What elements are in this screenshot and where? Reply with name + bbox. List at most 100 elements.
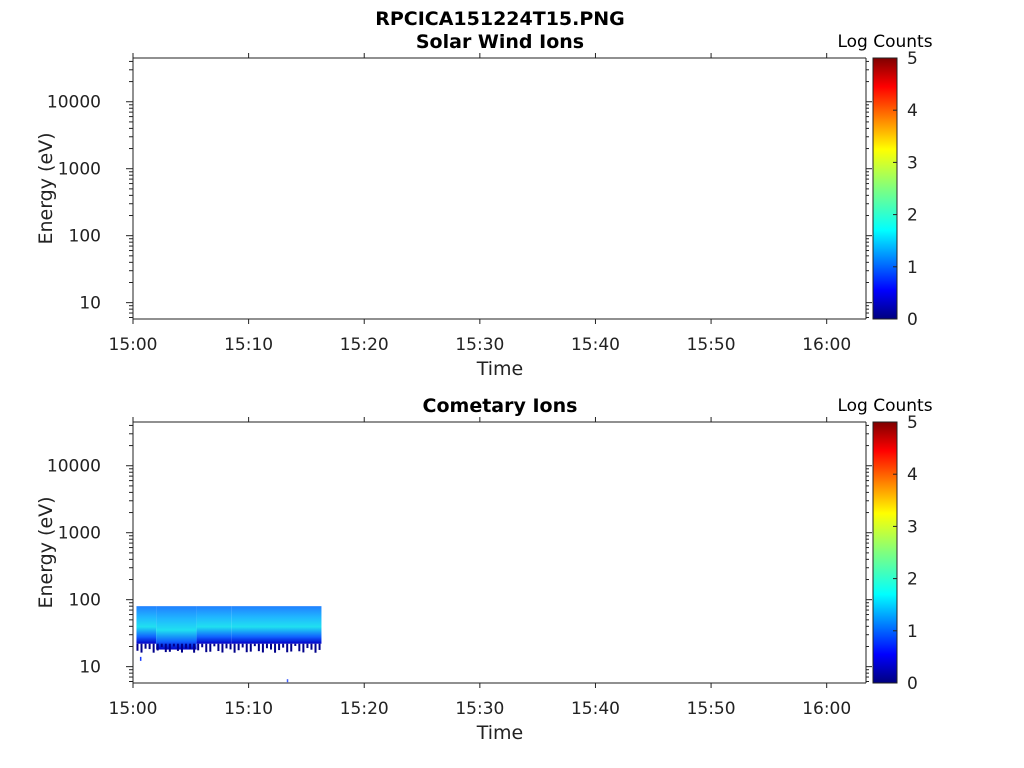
heatmap-edge <box>270 643 273 650</box>
x-tick-label: 15:20 <box>340 699 389 719</box>
heatmap-edge <box>274 643 277 653</box>
heatmap-cell <box>231 606 322 644</box>
heatmap-edge <box>229 643 232 650</box>
y-tick-label: 10 <box>79 294 101 314</box>
heatmap-edge <box>152 643 155 653</box>
y-tick-label: 100 <box>69 227 101 247</box>
colorbar-tick-label: 3 <box>907 517 918 537</box>
x-tick-label: 15:30 <box>455 699 504 719</box>
heatmap-edge <box>241 643 244 648</box>
panel-title: Cometary Ions <box>423 395 578 417</box>
colorbar-tick-label: 5 <box>907 413 918 433</box>
x-tick-label: 15:50 <box>687 699 736 719</box>
heatmap-edge <box>185 643 188 649</box>
heatmap-cell <box>286 679 289 683</box>
colorbar-label: Log Counts <box>837 32 932 52</box>
heatmap-edge <box>233 643 236 653</box>
heatmap-cell <box>196 606 232 644</box>
x-tick-label: 15:30 <box>455 335 504 355</box>
x-tick-label: 15:10 <box>224 335 273 355</box>
colorbar-tick-label: 4 <box>907 465 918 485</box>
x-tick-label: 15:20 <box>340 335 389 355</box>
colorbar-tick-label: 5 <box>907 49 918 69</box>
heatmap-edge <box>249 643 252 652</box>
heatmap-edge <box>221 643 224 653</box>
colorbar-tick-label: 2 <box>907 206 918 226</box>
solar-wind-panel: Solar Wind Ions 15:00 15:10 15:20 15:30 15:40… <box>35 31 933 380</box>
y-tick-label: 10000 <box>47 93 101 113</box>
heatmap-edge <box>306 643 309 649</box>
colorbar <box>872 57 898 320</box>
heatmap-edge <box>172 643 175 647</box>
heatmap-edge <box>278 643 281 651</box>
heatmap-edge <box>290 643 293 652</box>
heatmap-edge <box>298 643 301 652</box>
colorbar-tick-label: 1 <box>907 622 918 642</box>
heatmap-cell <box>136 606 157 644</box>
heatmap-edge <box>318 643 321 650</box>
x-tick-label: 15:40 <box>571 335 620 355</box>
y-axis-label: Energy (eV) <box>35 496 57 608</box>
heatmap-edge <box>144 643 147 649</box>
heatmap-edge <box>310 643 313 650</box>
heatmap-edge <box>261 643 264 653</box>
heatmap-edge <box>193 643 196 653</box>
heatmap-cell <box>139 656 142 661</box>
colorbar-tick-label: 1 <box>907 258 918 278</box>
heatmap-cell <box>156 606 197 650</box>
heatmap-edge <box>189 643 192 650</box>
x-tick-label: 16:00 <box>802 699 851 719</box>
heatmap-edge <box>201 643 204 648</box>
x-tick-label: 15:00 <box>109 699 158 719</box>
x-tick-label: 16:00 <box>802 335 851 355</box>
heatmap-edge <box>164 643 167 653</box>
heatmap-edge <box>237 643 240 651</box>
heatmap-edge <box>148 643 151 650</box>
heatmap-edge <box>176 643 179 651</box>
heatmap-edge <box>213 643 216 647</box>
x-tick-label: 15:10 <box>224 699 273 719</box>
colorbar-label: Log Counts <box>837 396 932 416</box>
heatmap-edge <box>314 643 317 653</box>
heatmap-edge <box>140 643 143 653</box>
y-tick-label: 100 <box>69 591 101 611</box>
heatmap-edge <box>286 643 289 653</box>
heatmap-edge <box>217 643 220 652</box>
x-tick-label: 15:00 <box>109 335 158 355</box>
x-axis-label: Time <box>476 722 524 744</box>
heatmap-edge <box>253 643 256 647</box>
heatmap-edge <box>282 643 285 648</box>
heatmap-edge <box>225 643 228 649</box>
colorbar-tick-label: 0 <box>907 674 918 694</box>
colorbar-tick-label: 2 <box>907 570 918 590</box>
heatmap-edge <box>245 643 248 653</box>
panel-title: Solar Wind Ions <box>416 31 584 53</box>
heatmap-edge <box>197 643 200 651</box>
y-tick-label: 1000 <box>58 160 101 180</box>
heatmap-edge <box>209 643 212 652</box>
heatmap-edge <box>302 643 305 653</box>
heatmap-edge <box>265 643 268 649</box>
y-axis-label: Energy (eV) <box>35 132 57 244</box>
heatmap-edge <box>205 643 208 653</box>
heatmap-edge <box>180 643 183 653</box>
colorbar-tick-label: 4 <box>907 101 918 121</box>
x-axis-label: Time <box>476 358 524 380</box>
figure-title: RPCICA151224T15.PNG <box>375 8 625 30</box>
heatmap-edge <box>168 643 171 652</box>
heatmap-edge <box>160 643 163 648</box>
heatmap-edge <box>136 643 139 651</box>
heatmap-edge <box>257 643 260 652</box>
heatmap-edge <box>294 643 297 646</box>
colorbar-tick-label: 3 <box>907 153 918 173</box>
y-tick-label: 1000 <box>58 524 101 544</box>
heatmap-edge <box>156 643 159 651</box>
colorbar-tick-label: 0 <box>907 310 918 330</box>
y-tick-label: 10 <box>79 658 101 678</box>
x-tick-label: 15:50 <box>687 335 736 355</box>
x-tick-label: 15:40 <box>571 699 620 719</box>
colorbar <box>872 421 898 684</box>
y-tick-label: 10000 <box>47 457 101 477</box>
